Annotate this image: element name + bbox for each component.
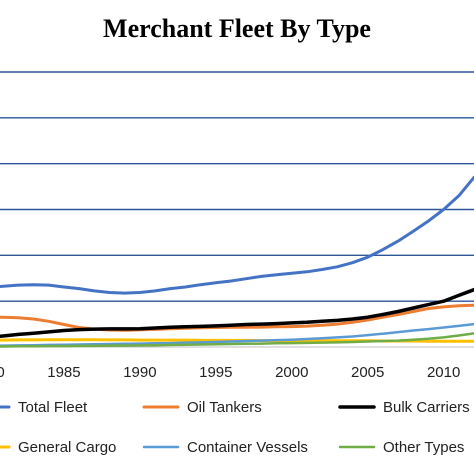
x-tick-label: 1980: [0, 364, 5, 381]
x-tick-label: 1985: [47, 364, 80, 381]
legend-label: Total Fleet: [18, 399, 88, 416]
legend-label: General Cargo: [18, 439, 116, 456]
x-axis-ticks: 1980 1985 1990 1995 2000 2005 2010: [0, 364, 460, 381]
series-line-2: [0, 287, 474, 339]
series-line-4: [0, 322, 474, 347]
series-line-0: [0, 175, 474, 295]
x-tick-label: 2010: [427, 364, 460, 381]
series-lines: [0, 175, 474, 348]
x-tick-label: 2000: [275, 364, 308, 381]
legend-label: Oil Tankers: [187, 399, 262, 416]
legend-label: Other Types: [383, 439, 464, 456]
gridlines: [0, 71, 474, 348]
legend: Total Fleet Oil Tankers Bulk Carriers Gener…: [0, 399, 470, 456]
series-line-1: [0, 303, 474, 332]
series-line-5: [0, 332, 474, 348]
chart-title: Merchant Fleet By Type: [103, 14, 371, 43]
legend-label: Bulk Carriers: [383, 399, 470, 416]
x-tick-label: 1995: [199, 364, 232, 381]
legend-label: Container Vessels: [187, 439, 308, 456]
x-tick-label: 1990: [123, 364, 156, 381]
x-tick-label: 2005: [351, 364, 384, 381]
